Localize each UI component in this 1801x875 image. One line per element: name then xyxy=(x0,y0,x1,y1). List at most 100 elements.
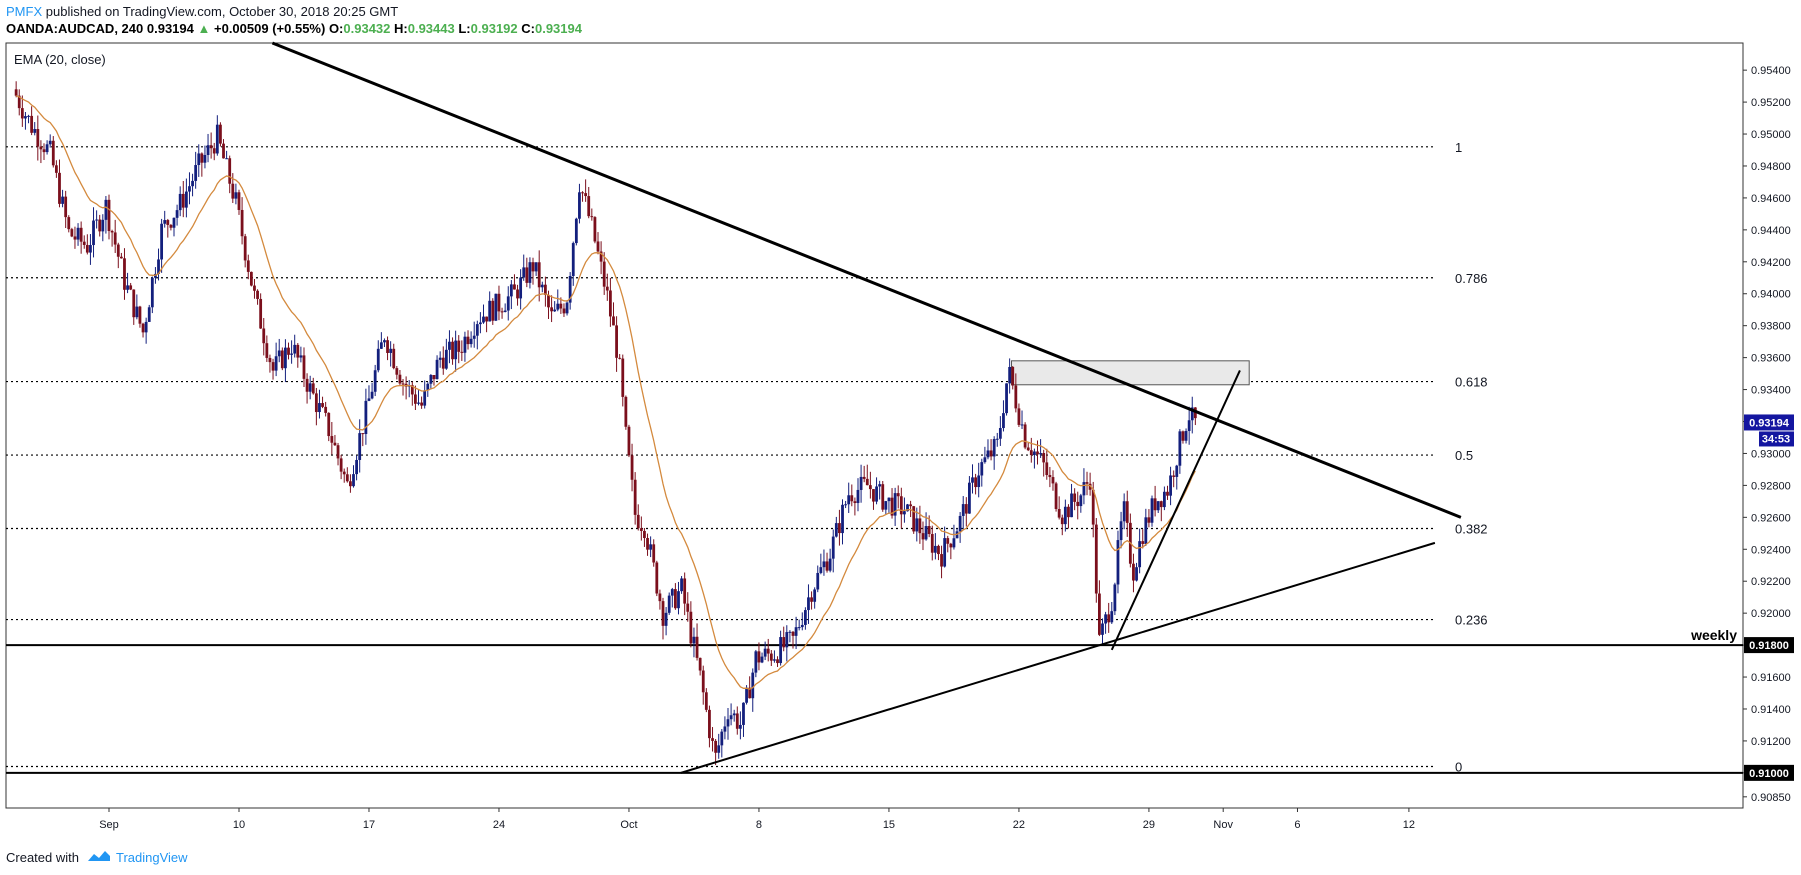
candle-body xyxy=(438,357,442,360)
candle-body xyxy=(890,497,894,516)
candle-body xyxy=(107,199,111,232)
candle-body xyxy=(386,340,389,353)
candle-body xyxy=(494,293,498,321)
candle-body xyxy=(231,183,235,199)
candle-body xyxy=(308,383,312,392)
candle-body xyxy=(503,310,507,312)
price-tick-label: 0.94200 xyxy=(1751,257,1791,269)
candle-body xyxy=(85,244,89,253)
symbol-legend: OANDA:AUDCAD, 240 0.93194 ▲ +0.00509 (+0… xyxy=(6,21,582,36)
candle-body xyxy=(51,140,55,166)
candle-body xyxy=(1057,508,1061,518)
fib-level-label: 0.382 xyxy=(1455,522,1488,537)
candle-body xyxy=(612,316,615,326)
candle-body xyxy=(701,670,705,693)
candle-body xyxy=(689,611,693,644)
candle-body xyxy=(17,95,21,109)
candle-body xyxy=(206,145,210,155)
candle-body xyxy=(482,316,485,323)
tradingview-logo-icon[interactable] xyxy=(87,850,111,865)
candle-body xyxy=(1125,501,1129,523)
candle-body xyxy=(73,236,77,240)
candle-body xyxy=(1067,506,1070,518)
candle-body xyxy=(605,286,609,291)
candle-body xyxy=(469,338,473,345)
candle-body xyxy=(872,489,875,502)
candle-body xyxy=(466,336,470,345)
candle-body xyxy=(355,459,358,475)
candle-body xyxy=(454,340,458,360)
candle-body xyxy=(119,256,123,259)
candle-body xyxy=(754,651,758,673)
candle-body xyxy=(361,433,365,435)
candle-body xyxy=(358,433,362,460)
candle-body xyxy=(1132,563,1135,581)
time-tick-label: 24 xyxy=(493,819,505,831)
candle-body xyxy=(370,391,374,399)
candle-body xyxy=(1098,593,1101,635)
fib-level-label: 0.236 xyxy=(1455,613,1488,628)
candle-body xyxy=(95,219,99,221)
candle-body xyxy=(624,396,628,427)
symbol-name[interactable]: OANDA:AUDCAD, 240 xyxy=(6,21,144,36)
candle-body xyxy=(234,192,238,199)
candle-body xyxy=(33,129,37,133)
candle-body xyxy=(574,218,578,244)
candle-body xyxy=(748,687,752,699)
candle-body xyxy=(899,496,903,515)
candle-body xyxy=(126,285,129,290)
candle-body xyxy=(423,390,427,406)
candle-body xyxy=(383,340,386,343)
level-price-badge-bg xyxy=(1744,764,1794,781)
price-tick-label: 0.95400 xyxy=(1751,65,1791,77)
candle-body xyxy=(178,193,182,211)
candle-body xyxy=(150,277,154,308)
candle-body xyxy=(429,375,433,384)
candle-body xyxy=(791,631,795,636)
candle-body xyxy=(274,356,278,371)
candle-body xyxy=(448,341,451,350)
candle-body xyxy=(488,300,492,322)
tradingview-link[interactable]: TradingView xyxy=(115,850,188,865)
time-axis[interactable]: Sep 10 17 24 Oct 8 15 22 29 Nov 6 12 xyxy=(99,808,1415,831)
price-tick-label: 0.91200 xyxy=(1751,736,1791,748)
candle-body xyxy=(330,436,334,443)
candle-body xyxy=(878,484,882,487)
price-tick-label: 0.92000 xyxy=(1751,608,1791,620)
candle-body xyxy=(995,438,999,440)
candle-body xyxy=(191,180,194,187)
candle-body xyxy=(444,349,448,369)
candle-body xyxy=(314,393,318,413)
candle-body xyxy=(593,217,597,242)
candle-body xyxy=(639,528,643,531)
candle-body xyxy=(670,589,674,596)
publisher-name[interactable]: PMFX xyxy=(6,4,43,19)
candle-body xyxy=(779,637,783,664)
candle-body xyxy=(169,224,173,228)
candle-body xyxy=(265,343,269,358)
time-tick-label: Oct xyxy=(620,819,637,831)
time-tick-label: 12 xyxy=(1403,819,1415,831)
candle-body xyxy=(268,357,272,363)
candle-body xyxy=(630,455,634,480)
price-change: +0.00509 (+0.55%) xyxy=(214,21,326,36)
current-price-badge-bg xyxy=(1744,414,1794,431)
indicator-label[interactable]: EMA (20, close) xyxy=(14,52,106,67)
candle-body xyxy=(1082,482,1086,496)
candle-body xyxy=(1122,501,1126,522)
candle-body xyxy=(590,216,594,218)
candle-body xyxy=(287,347,290,355)
price-tick-label: 0.95000 xyxy=(1751,129,1791,141)
candle-body xyxy=(290,353,294,355)
candle-body xyxy=(305,378,309,392)
candle-body xyxy=(927,526,931,535)
candle-body xyxy=(568,276,572,303)
candle-body xyxy=(209,145,213,149)
candle-body xyxy=(608,290,612,317)
candle-body xyxy=(497,293,501,312)
candle-body xyxy=(803,610,807,625)
candle-body xyxy=(1048,475,1052,478)
candle-body xyxy=(243,236,247,261)
candle-body xyxy=(302,355,306,379)
